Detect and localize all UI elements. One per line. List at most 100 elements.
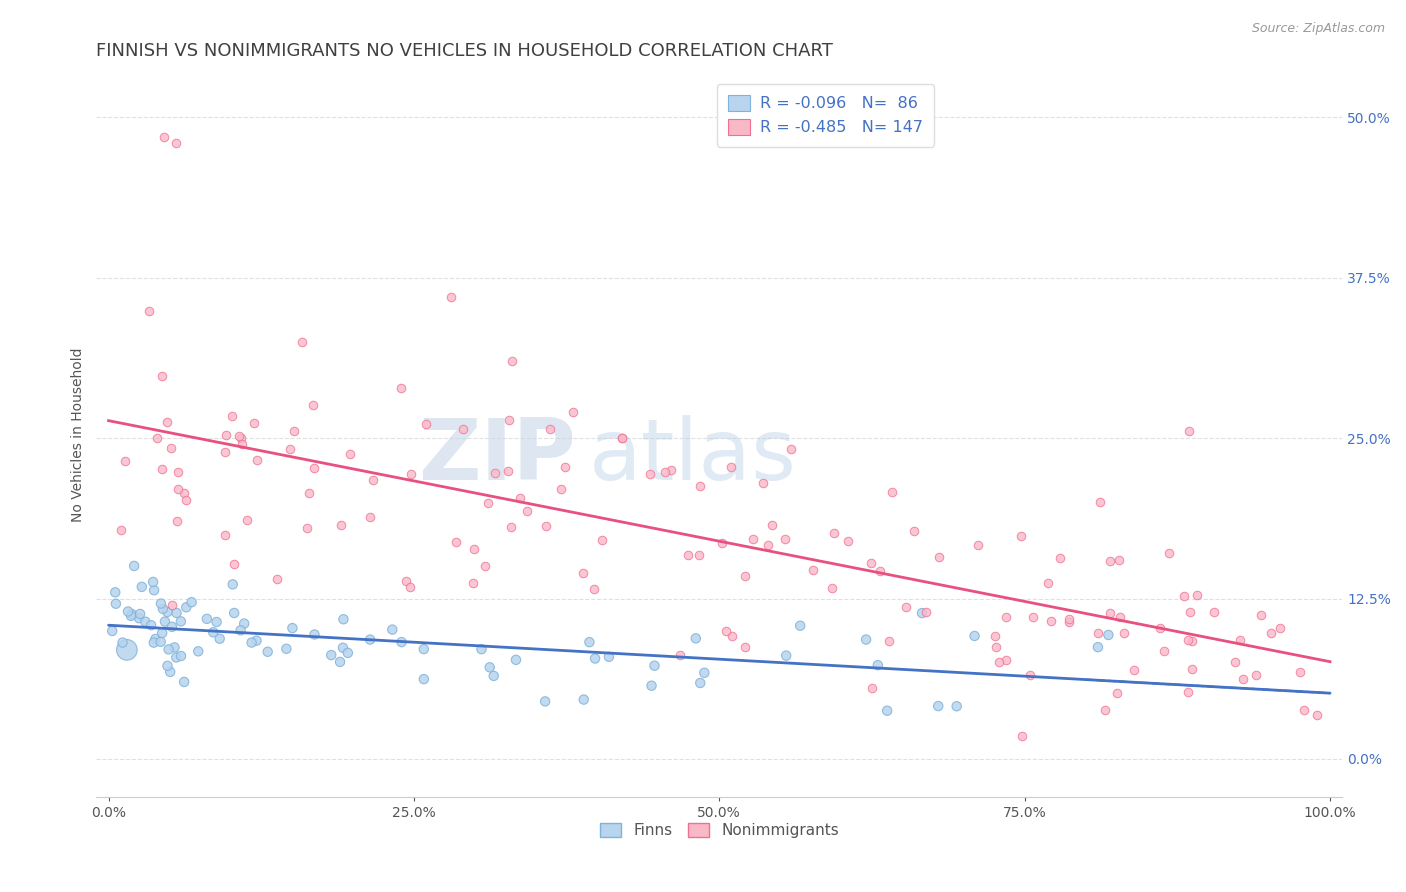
- Point: [281, 621, 304, 635]
- Point: [229, 624, 252, 638]
- Point: [572, 692, 595, 706]
- Point: [534, 694, 557, 708]
- Point: [415, 417, 437, 431]
- Point: [222, 577, 245, 591]
- Point: [821, 582, 844, 596]
- Point: [146, 431, 169, 445]
- Point: [484, 467, 506, 481]
- Point: [266, 572, 288, 586]
- Point: [534, 518, 557, 533]
- Point: [583, 651, 606, 665]
- Point: [509, 491, 531, 506]
- Point: [837, 533, 859, 548]
- Point: [276, 641, 298, 656]
- Point: [610, 432, 633, 446]
- Point: [1105, 686, 1128, 700]
- Point: [1149, 621, 1171, 635]
- Point: [444, 535, 467, 549]
- Point: [505, 653, 527, 667]
- Point: [256, 645, 278, 659]
- Point: [1087, 640, 1109, 655]
- Point: [689, 676, 711, 690]
- Point: [987, 655, 1010, 669]
- Point: [773, 532, 796, 546]
- Point: [412, 672, 434, 686]
- Point: [1122, 663, 1144, 677]
- Point: [741, 533, 763, 547]
- Point: [734, 640, 756, 654]
- Point: [578, 635, 600, 649]
- Point: [176, 493, 198, 508]
- Point: [150, 626, 173, 640]
- Point: [278, 442, 301, 456]
- Point: [1268, 621, 1291, 635]
- Point: [1223, 655, 1246, 669]
- Point: [205, 615, 228, 629]
- Point: [1057, 612, 1080, 626]
- Point: [120, 608, 142, 623]
- Point: [1204, 605, 1226, 619]
- Point: [801, 563, 824, 577]
- Point: [669, 648, 692, 662]
- Point: [1181, 633, 1204, 648]
- Text: atlas: atlas: [589, 415, 796, 499]
- Point: [478, 660, 501, 674]
- Point: [156, 415, 179, 429]
- Point: [474, 559, 496, 574]
- Point: [984, 640, 1007, 654]
- Point: [1108, 553, 1130, 567]
- Text: FINNISH VS NONIMMIGRANTS NO VEHICLES IN HOUSEHOLD CORRELATION CHART: FINNISH VS NONIMMIGRANTS NO VEHICLES IN …: [97, 42, 834, 60]
- Point: [359, 632, 381, 647]
- Legend: Finns, Nonimmigrants: Finns, Nonimmigrants: [593, 816, 845, 844]
- Point: [789, 619, 811, 633]
- Point: [160, 620, 183, 634]
- Point: [208, 632, 231, 646]
- Point: [321, 648, 343, 662]
- Point: [860, 681, 883, 696]
- Point: [395, 574, 418, 588]
- Point: [160, 441, 183, 455]
- Point: [734, 568, 756, 582]
- Point: [676, 548, 699, 562]
- Point: [554, 460, 576, 475]
- Point: [114, 453, 136, 467]
- Point: [516, 504, 538, 518]
- Point: [291, 335, 314, 350]
- Point: [1153, 644, 1175, 658]
- Point: [501, 354, 523, 368]
- Point: [538, 422, 561, 436]
- Point: [166, 606, 188, 620]
- Point: [160, 599, 183, 613]
- Point: [1097, 628, 1119, 642]
- Point: [145, 632, 167, 646]
- Point: [215, 428, 238, 442]
- Point: [412, 642, 434, 657]
- Point: [157, 642, 180, 657]
- Point: [134, 615, 156, 629]
- Point: [150, 369, 173, 384]
- Point: [304, 627, 326, 641]
- Point: [1244, 668, 1267, 682]
- Point: [439, 290, 461, 304]
- Point: [963, 629, 986, 643]
- Point: [187, 644, 209, 658]
- Point: [1019, 668, 1042, 682]
- Point: [156, 658, 179, 673]
- Point: [129, 607, 152, 621]
- Point: [101, 624, 124, 638]
- Point: [336, 646, 359, 660]
- Point: [463, 575, 485, 590]
- Point: [1022, 609, 1045, 624]
- Point: [246, 452, 269, 467]
- Point: [1181, 662, 1204, 676]
- Point: [163, 640, 186, 655]
- Point: [143, 583, 166, 598]
- Point: [224, 557, 246, 571]
- Point: [1232, 672, 1254, 686]
- Point: [122, 558, 145, 573]
- Point: [869, 564, 891, 578]
- Point: [115, 643, 138, 657]
- Point: [1229, 632, 1251, 647]
- Point: [1260, 625, 1282, 640]
- Point: [167, 465, 190, 479]
